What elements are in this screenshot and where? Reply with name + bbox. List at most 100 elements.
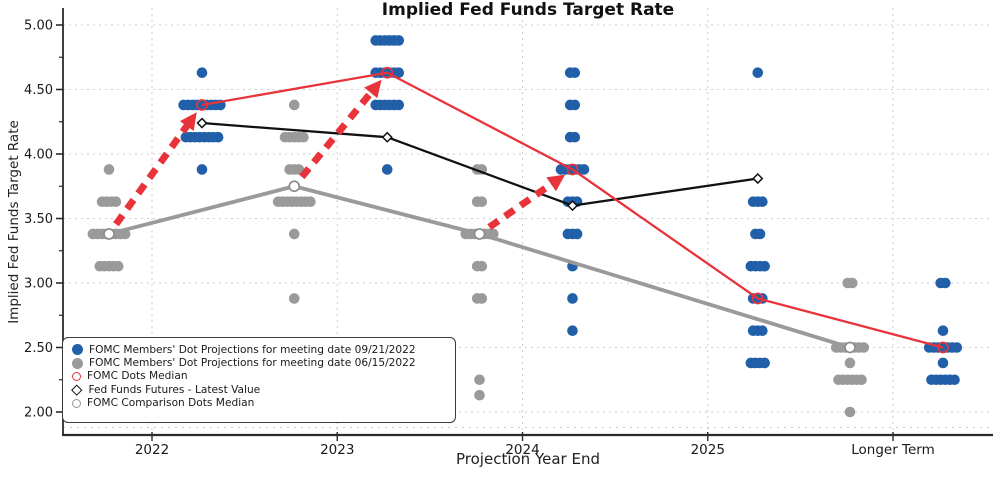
comparison-median-marker: [103, 228, 115, 240]
projection-dot: [103, 164, 115, 175]
projection-dot: [474, 374, 485, 386]
x-tick-label: 2024: [505, 442, 539, 458]
futures-marker: [752, 172, 764, 185]
legend-item-0: FOMC Members' Dot Projections for meetin…: [72, 343, 447, 356]
projection-dot: [571, 228, 583, 240]
y-tick-label: 4.00: [24, 148, 53, 163]
legend-label: Fed Funds Futures - Latest Value: [88, 383, 261, 396]
projection-dot: [569, 99, 581, 111]
y-axis-title: Implied Fed Funds Target Rate: [6, 120, 22, 324]
y-tick-label: 5.00: [24, 19, 53, 34]
projection-dot: [844, 357, 856, 369]
projection-dot: [476, 293, 488, 304]
projection-dot: [196, 67, 208, 79]
projection-dot: [752, 67, 764, 79]
legend-label: FOMC Comparison Dots Median: [87, 397, 255, 410]
legend-label: FOMC Members' Dot Projections for meetin…: [89, 343, 416, 356]
legend-item-2: FOMC Dots Median: [72, 370, 447, 383]
fed-funds-futures-latest-value-line: [196, 117, 764, 212]
axes: 5.00 4.50 4.00 3.50 3.00 2.50 2.00 2022 2023 2024…: [24, 8, 993, 458]
projection-dot: [856, 374, 867, 386]
legend-item-3: Fed Funds Futures - Latest Value: [71, 383, 447, 396]
x-tick-label: Longer Term: [851, 442, 935, 458]
series-line: [201, 121, 758, 207]
projection-dot: [949, 374, 960, 386]
projection-dot: [476, 260, 488, 272]
legend-label: FOMC Members' Dot Projections for meetin…: [89, 357, 416, 370]
projection-dot: [393, 99, 405, 111]
projection-dot: [393, 35, 405, 46]
projection-dot: [305, 196, 316, 208]
projection-dot: [112, 260, 124, 272]
median-marker: [381, 66, 394, 79]
projection-dot: [567, 325, 578, 337]
projection-dot: [288, 293, 300, 304]
futures-marker: [381, 131, 393, 143]
comparison-median-marker: [473, 228, 486, 240]
shift-arrow-shaft: [487, 180, 555, 231]
open-diamond-icon: [71, 384, 83, 396]
fomc-comparison-dots-median-line: [103, 180, 856, 354]
projection-dot: [474, 389, 485, 401]
x-tick-label: 2023: [320, 442, 354, 458]
y-tick-label: 3.00: [24, 277, 53, 292]
projection-dot: [858, 342, 870, 353]
projection-dot: [937, 357, 949, 369]
shift-arrow-head: [179, 112, 197, 132]
legend-item-1: FOMC Members' Dot Projections for meetin…: [72, 356, 447, 369]
filled-circle-icon: [72, 344, 83, 356]
series-line: [108, 184, 851, 350]
shift-arrow-head: [546, 174, 566, 192]
open-circle-icon: [72, 398, 81, 408]
chart-title: Implied Fed Funds Target Rate: [381, 0, 675, 20]
futures-marker: [196, 117, 208, 129]
shift-arrow-shaft: [113, 122, 191, 227]
legend: FOMC Members' Dot Projections for meetin…: [62, 337, 456, 423]
projection-dot: [110, 196, 122, 208]
legend-label: FOMC Dots Median: [87, 370, 188, 383]
series-line: [201, 71, 944, 349]
y-tick-label: 4.50: [24, 83, 53, 98]
projection-dot: [847, 277, 858, 289]
median-marker: [566, 163, 579, 176]
projection-dot: [212, 131, 224, 143]
dots-0921: [178, 35, 963, 386]
projection-dot: [569, 67, 581, 79]
projection-dot: [578, 164, 590, 175]
shift-arrow-head: [364, 79, 382, 99]
projection-dot: [288, 99, 300, 111]
fomc-dots-median-line: [196, 66, 949, 354]
projection-dot: [940, 277, 951, 289]
projection-dot: [381, 164, 393, 175]
open-circle-icon: [72, 371, 81, 381]
legend-item-4: FOMC Comparison Dots Median: [72, 397, 447, 410]
projection-dot: [759, 357, 770, 369]
projection-dot: [196, 164, 208, 175]
projection-dot: [569, 131, 581, 143]
x-tick-label: 2025: [691, 442, 725, 458]
projection-dot: [759, 260, 770, 272]
x-axis-title: Projection Year End: [456, 450, 600, 468]
y-tick-label: 2.50: [24, 341, 53, 356]
projection-dot: [288, 228, 300, 240]
projection-dot: [298, 131, 309, 143]
median-shift-arrows: [113, 79, 566, 231]
projection-dot: [937, 325, 949, 337]
projection-dot: [844, 406, 856, 418]
median-marker: [937, 341, 949, 354]
projection-dot: [951, 342, 963, 353]
projection-dot: [567, 293, 578, 304]
y-tick-label: 3.50: [24, 212, 53, 227]
median-marker: [751, 292, 764, 305]
y-tick-label: 2.00: [24, 406, 53, 421]
projection-dot: [393, 67, 405, 79]
projection-dot: [754, 228, 766, 240]
comparison-median-marker: [844, 341, 856, 354]
projection-dot: [757, 196, 768, 208]
x-tick-label: 2022: [135, 442, 169, 458]
comparison-median-marker: [288, 180, 301, 193]
projection-dot: [476, 196, 488, 208]
futures-marker: [566, 200, 579, 212]
